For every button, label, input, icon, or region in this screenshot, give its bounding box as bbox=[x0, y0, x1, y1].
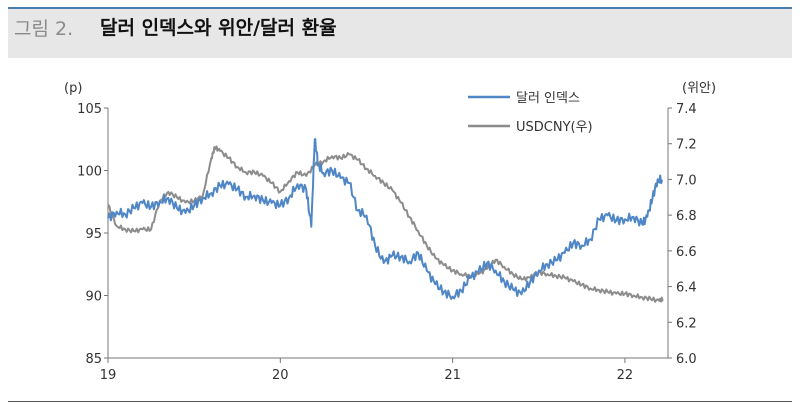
right-tick-label: 7.0 bbox=[676, 173, 697, 188]
right-tick-label: 6.4 bbox=[676, 281, 697, 296]
right-axis-unit: (위안) bbox=[682, 81, 716, 96]
chart-axes bbox=[104, 107, 672, 363]
x-tick-label: 22 bbox=[617, 368, 634, 383]
dollar-index-line bbox=[107, 138, 664, 300]
left-tick-label: 85 bbox=[85, 352, 102, 367]
x-tick-label: 20 bbox=[272, 368, 289, 383]
title-bar bbox=[8, 9, 792, 58]
legend-label-usdcny: USDCNY(우) bbox=[516, 120, 593, 135]
left-tick-label: 105 bbox=[77, 102, 102, 117]
right-tick-label: 7.2 bbox=[676, 138, 697, 153]
left-tick-label: 90 bbox=[85, 290, 102, 305]
chart-tick-labels: 105 100 95 90 85 7.4 7.2 7.0 6.8 6.6 6.4 6.2 6.0 19 20… bbox=[64, 81, 716, 383]
x-tick-label: 19 bbox=[100, 368, 117, 383]
right-tick-label: 6.8 bbox=[676, 209, 697, 224]
left-tick-label: 100 bbox=[77, 165, 102, 180]
figure-number: 그림 2. bbox=[14, 18, 74, 40]
legend-label-dollar-index: 달러 인덱스 bbox=[516, 91, 580, 106]
top-rule bbox=[8, 7, 792, 9]
left-tick-label: 95 bbox=[85, 227, 102, 242]
right-tick-label: 6.6 bbox=[676, 245, 697, 260]
figure-title: 달러 인덱스와 위안/달러 환율 bbox=[100, 17, 337, 39]
x-tick-label: 21 bbox=[444, 368, 461, 383]
usdcny-line bbox=[107, 145, 664, 303]
chart-legend: 달러 인덱스 USDCNY(우) bbox=[468, 91, 593, 135]
right-tick-label: 7.4 bbox=[676, 102, 697, 117]
right-tick-label: 6.0 bbox=[676, 352, 697, 367]
left-axis-unit: (p) bbox=[64, 81, 82, 96]
bottom-rule bbox=[8, 401, 792, 402]
right-tick-label: 6.2 bbox=[676, 316, 697, 331]
line-chart: 105 100 95 90 85 7.4 7.2 7.0 6.8 6.6 6.4 6.2 6.0 19 20… bbox=[64, 81, 716, 383]
chart-series bbox=[107, 138, 664, 303]
